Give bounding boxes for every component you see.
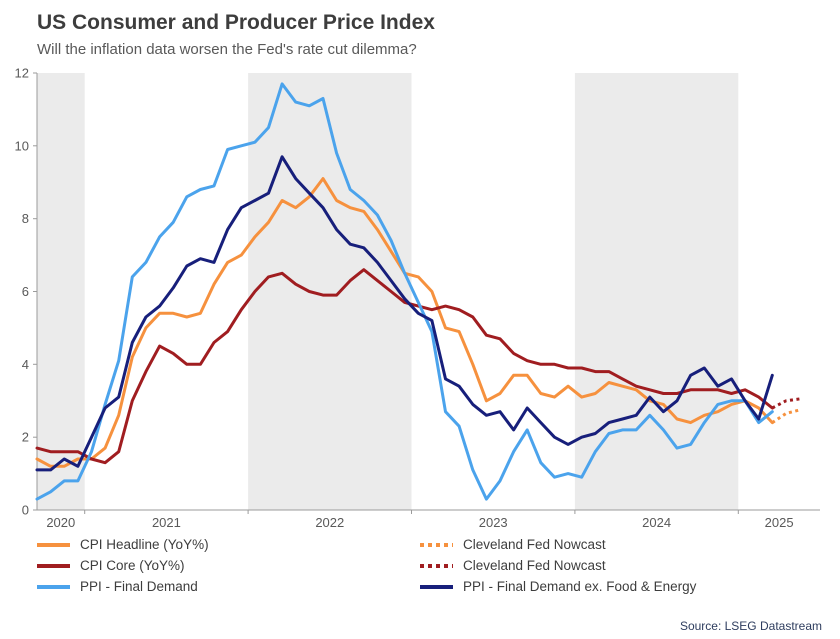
y-tick-label: 0 bbox=[22, 503, 29, 518]
chart-subtitle: Will the inflation data worsen the Fed's… bbox=[37, 41, 417, 58]
legend-label-cpi-core: CPI Core (YoY%) bbox=[80, 558, 185, 573]
nowcast-core-dotted-swatch bbox=[420, 563, 453, 568]
y-tick-label: 10 bbox=[15, 138, 29, 153]
series-line bbox=[35, 268, 774, 465]
legend-label-nowcast-core: Cleveland Fed Nowcast bbox=[463, 558, 606, 573]
y-tick-label: 12 bbox=[15, 66, 29, 81]
source-attribution: Source: LSEG Datastream bbox=[679, 619, 822, 633]
x-tick-label: 2022 bbox=[315, 515, 344, 530]
legend-item-ppi-final-demand: PPI - Final Demand bbox=[37, 576, 420, 597]
ppi-core-line-swatch bbox=[420, 584, 453, 589]
y-tick-label: 2 bbox=[22, 430, 29, 445]
legend-label-cpi-headline: CPI Headline (YoY%) bbox=[80, 537, 209, 552]
page-title: US Consumer and Producer Price Index bbox=[37, 11, 435, 34]
nowcast-headline-dotted-swatch bbox=[420, 542, 453, 547]
x-tick-label: 2023 bbox=[479, 515, 508, 530]
series-line bbox=[771, 397, 800, 410]
x-tick-label: 2024 bbox=[642, 515, 671, 530]
legend-item-cpi-core: CPI Core (YoY%) bbox=[37, 555, 420, 576]
legend-right-column: Cleveland Fed Nowcast Cleveland Fed Nowc… bbox=[420, 534, 696, 597]
x-tick-label: 2020 bbox=[46, 515, 75, 530]
legend-item-cpi-headline: CPI Headline (YoY%) bbox=[37, 534, 420, 555]
legend-label-ppi-final-demand: PPI - Final Demand bbox=[80, 579, 198, 594]
ppi-final-demand-line-swatch bbox=[37, 584, 70, 589]
y-tick-label: 4 bbox=[22, 357, 29, 372]
x-tick-label: 2021 bbox=[152, 515, 181, 530]
series-line bbox=[35, 82, 774, 501]
year-shade-band bbox=[37, 73, 85, 510]
y-tick-label: 6 bbox=[22, 284, 29, 299]
legend-item-nowcast-core: Cleveland Fed Nowcast bbox=[420, 555, 696, 576]
y-tick-label: 8 bbox=[22, 211, 29, 226]
year-shade-band bbox=[248, 73, 412, 510]
chart-legend: CPI Headline (YoY%) CPI Core (YoY%) PPI … bbox=[37, 534, 840, 597]
year-shade-band bbox=[574, 73, 739, 510]
legend-left-column: CPI Headline (YoY%) CPI Core (YoY%) PPI … bbox=[37, 534, 420, 597]
legend-label-ppi-core: PPI - Final Demand ex. Food & Energy bbox=[463, 579, 697, 594]
series-line bbox=[771, 408, 800, 424]
cpi-core-line-swatch bbox=[37, 563, 70, 568]
x-tick-label: 2025 bbox=[765, 515, 794, 530]
series-line bbox=[35, 155, 774, 472]
legend-label-nowcast-headline: Cleveland Fed Nowcast bbox=[463, 537, 606, 552]
price-index-line-chart: 0 2 4 6 8 10 12 2020 2021 2022 2023 2024 2025 bbox=[15, 66, 820, 530]
legend-item-ppi-core: PPI - Final Demand ex. Food & Energy bbox=[420, 576, 696, 597]
legend-item-nowcast-headline: Cleveland Fed Nowcast bbox=[420, 534, 696, 555]
cpi-headline-line-swatch bbox=[37, 542, 70, 547]
